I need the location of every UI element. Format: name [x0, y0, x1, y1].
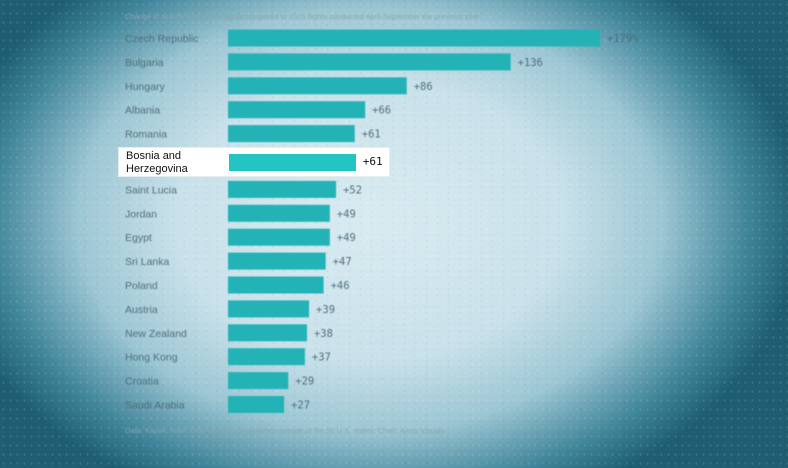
bar-row: Bulgaria +136 — [125, 53, 543, 71]
bar-row: Hong Kong +37 — [125, 348, 331, 366]
bar-row: Albania +66 — [125, 101, 391, 119]
bar-row: Egypt +49 — [125, 228, 356, 246]
bar-row: Austria +39 — [125, 300, 335, 318]
category-label: Hong Kong — [125, 352, 178, 364]
value-label: +29 — [295, 376, 314, 388]
bar — [228, 252, 326, 270]
bar-row: Saint Lucia +52 — [125, 180, 362, 198]
bar — [228, 125, 355, 143]
value-label: +179% — [607, 33, 639, 45]
category-label: Albania — [125, 105, 160, 117]
highlighted-row: Bosnia and Herzegovina +61 — [118, 147, 390, 177]
bar — [228, 228, 330, 246]
bar-row: Romania +61 — [125, 125, 381, 143]
bar — [228, 77, 407, 95]
chart-source-note: Data: Kayak; Note: Only includes destina… — [125, 426, 445, 435]
category-label: Sri Lanka — [125, 256, 170, 268]
bar-row: Sri Lanka +47 — [125, 252, 352, 270]
bar — [228, 53, 511, 71]
value-label: +61 — [362, 129, 381, 141]
value-label: +39 — [316, 304, 335, 316]
bar — [228, 348, 305, 366]
bar-row: Jordan +49 — [125, 204, 356, 222]
category-label: Jordan — [125, 208, 157, 220]
bar — [228, 300, 310, 318]
value-label: +52 — [343, 184, 362, 196]
bar-row: Croatia +29 — [125, 372, 314, 390]
highlighted-category-label: Bosnia and Herzegovina — [126, 150, 188, 175]
bar-row: Hungary +86 — [125, 77, 433, 95]
value-label: +47 — [333, 256, 352, 268]
value-label: +49 — [337, 208, 356, 220]
bar — [228, 324, 307, 342]
bar — [228, 101, 366, 119]
category-label: New Zealand — [125, 328, 187, 340]
category-label: Croatia — [125, 376, 159, 388]
value-label: +46 — [331, 280, 350, 292]
category-label: Poland — [125, 280, 158, 292]
category-label: Hungary — [125, 81, 165, 93]
bar — [228, 204, 330, 222]
bar-row: Czech Republic +179% — [125, 29, 639, 47]
bar — [228, 276, 324, 294]
chart-subtitle: Change in searches for 2026 flights comp… — [125, 12, 480, 21]
bar — [228, 396, 285, 413]
highlighted-value-label: +61 — [362, 155, 383, 168]
category-label: Romania — [125, 129, 167, 141]
bar-row: New Zealand +38 — [125, 324, 333, 342]
highlighted-bar — [229, 154, 356, 171]
value-label: +49 — [337, 232, 356, 244]
category-label: Bulgaria — [125, 57, 164, 69]
value-label: +27 — [291, 400, 310, 412]
category-label: Saint Lucia — [125, 184, 177, 196]
value-label: +37 — [312, 352, 331, 364]
bar-row: Saudi Arabia +27 — [125, 396, 310, 413]
category-label: Austria — [125, 304, 158, 316]
category-label: Czech Republic — [125, 33, 199, 45]
value-label: +136 — [518, 57, 543, 69]
value-label: +66 — [372, 105, 391, 117]
bar — [228, 372, 289, 390]
bar — [228, 180, 337, 198]
category-label: Egypt — [125, 232, 152, 244]
bar-row: Poland +46 — [125, 276, 350, 294]
category-label: Saudi Arabia — [125, 400, 185, 412]
value-label: +86 — [414, 81, 433, 93]
bar — [228, 29, 600, 47]
value-label: +38 — [314, 328, 333, 340]
